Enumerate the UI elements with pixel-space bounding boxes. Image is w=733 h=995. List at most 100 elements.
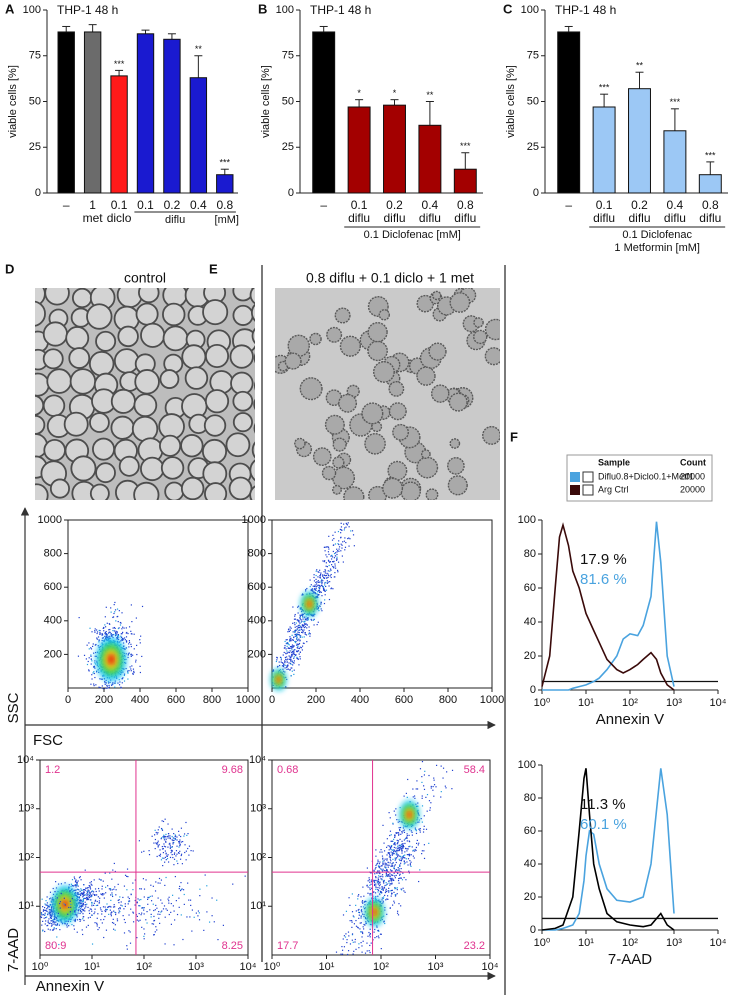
- event-dot: [132, 668, 135, 670]
- event-dot: [326, 572, 328, 574]
- event-dot: [123, 674, 125, 676]
- annotation: 11.3 %: [580, 796, 626, 813]
- event-dot: [393, 810, 395, 812]
- event-dot: [50, 904, 52, 906]
- event-dot: [294, 615, 296, 617]
- event-dot: [83, 891, 85, 894]
- event-dot: [326, 582, 328, 584]
- event-dot: [289, 657, 292, 659]
- event-dot: [91, 645, 94, 648]
- event-dot: [293, 622, 296, 624]
- x-tick-label: 0.8: [216, 198, 233, 212]
- event-dot: [55, 887, 58, 889]
- event-dot: [361, 951, 363, 953]
- cell: [201, 438, 228, 464]
- event-dot: [288, 651, 291, 654]
- event-dot: [104, 681, 106, 684]
- event-dot: [324, 599, 326, 601]
- event-dot: [204, 874, 206, 876]
- bar: [418, 124, 442, 194]
- event-dot: [109, 681, 111, 683]
- event-dot: [185, 859, 187, 861]
- cell: [253, 422, 255, 434]
- density-core: [308, 602, 311, 606]
- event-dot: [99, 879, 102, 881]
- event-dot: [390, 865, 392, 867]
- event-dot: [301, 593, 304, 595]
- event-dot: [45, 900, 47, 902]
- event-dot: [315, 581, 317, 584]
- event-dot: [373, 870, 375, 872]
- event-dot: [386, 898, 388, 900]
- event-dot: [400, 848, 402, 850]
- cell: [89, 412, 110, 433]
- event-dot: [80, 893, 82, 895]
- event-dot: [281, 665, 284, 667]
- event-dot: [82, 895, 84, 897]
- event-dot: [45, 916, 48, 918]
- event-dot: [297, 650, 300, 652]
- event-dot: [398, 877, 400, 880]
- event-dot: [118, 908, 120, 910]
- event-dot: [145, 919, 147, 921]
- event-dot: [122, 637, 124, 640]
- event-dot: [425, 828, 428, 830]
- event-dot: [143, 888, 146, 890]
- event-dot: [368, 931, 370, 934]
- event-dot: [186, 834, 188, 837]
- event-dot: [44, 914, 46, 916]
- event-dot: [117, 638, 120, 641]
- event-dot: [393, 867, 395, 869]
- event-dot: [340, 532, 342, 534]
- event-dot: [408, 872, 410, 874]
- y-tick-label: 10¹: [18, 900, 34, 912]
- event-dot: [83, 894, 85, 896]
- event-dot: [284, 667, 286, 669]
- event-dot: [392, 862, 394, 864]
- x-axis-label: Annexin V: [596, 711, 664, 728]
- event-dot: [403, 839, 405, 841]
- event-dot: [298, 642, 301, 645]
- event-dot: [181, 888, 183, 890]
- event-dot: [84, 869, 86, 871]
- event-dot: [301, 624, 304, 627]
- event-dot: [338, 543, 340, 546]
- event-dot: [380, 933, 382, 935]
- x-tick-label: 10⁴: [710, 697, 727, 709]
- event-dot: [127, 670, 129, 672]
- event-dot: [92, 891, 95, 893]
- event-dot: [299, 629, 301, 631]
- event-dot: [323, 571, 325, 573]
- event-dot: [101, 885, 103, 887]
- event-dot: [288, 644, 290, 646]
- event-dot: [289, 626, 291, 628]
- event-dot: [400, 862, 402, 864]
- event-dot: [336, 558, 338, 560]
- legend-icon: [582, 471, 594, 483]
- event-dot: [105, 910, 107, 913]
- event-dot: [403, 876, 405, 879]
- event-dot: [426, 810, 428, 812]
- event-dot: [337, 571, 339, 573]
- event-dot: [104, 910, 106, 912]
- event-dot: [325, 554, 327, 556]
- cell: [332, 484, 342, 495]
- cell: [203, 414, 227, 437]
- event-dot: [319, 575, 322, 577]
- event-dot: [123, 673, 126, 675]
- event-dot: [163, 834, 165, 836]
- event-dot: [388, 887, 390, 889]
- event-dot: [286, 642, 288, 644]
- event-dot: [376, 880, 378, 882]
- cell: [312, 447, 332, 466]
- event-dot: [103, 630, 105, 632]
- event-dot: [335, 559, 338, 561]
- event-dot: [57, 912, 60, 915]
- event-dot: [159, 882, 161, 884]
- event-dot: [288, 655, 290, 657]
- event-dot: [287, 665, 289, 667]
- event-dot: [148, 850, 150, 852]
- event-dot: [96, 894, 98, 896]
- event-dot: [301, 629, 304, 631]
- event-dot: [325, 546, 328, 548]
